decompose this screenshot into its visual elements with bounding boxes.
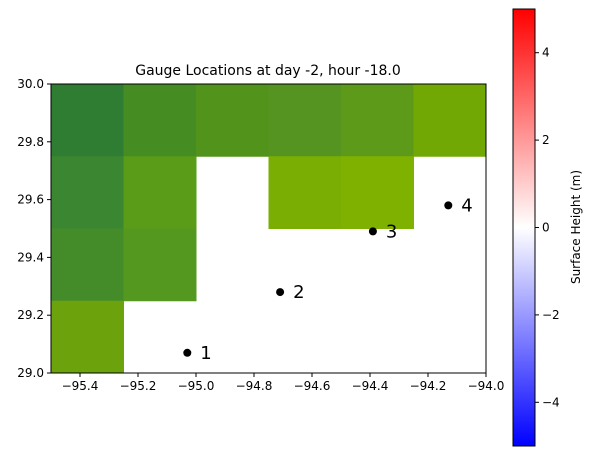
y-tick-label: 29.8	[17, 135, 44, 149]
y-tick-label: 30.0	[17, 77, 44, 91]
heatmap-cell-12	[51, 300, 124, 374]
gauge-label-4: 4	[461, 195, 472, 216]
heatmap-cell-4	[341, 84, 414, 157]
colorbar-label: Surface Height (m)	[569, 170, 583, 284]
gauge-marker-4	[444, 201, 453, 210]
chart-title: Gauge Locations at day -2, hour -18.0	[135, 63, 401, 79]
colorbar-tick-label: −4	[542, 395, 560, 409]
colorbar-tick-label: 2	[542, 133, 550, 147]
colorbar-ticks: 4 2 0 −2 −4	[535, 46, 560, 409]
heatmap-cell-7	[123, 156, 197, 229]
heatmap-cell-1	[123, 84, 197, 157]
heatmap-cell-5	[413, 84, 487, 157]
heatmap-cell-0	[51, 84, 124, 157]
gauge-marker-3	[368, 227, 377, 236]
heatmap-cell-6	[51, 156, 124, 229]
x-tick-label: −95.4	[62, 379, 99, 393]
plot-area: 1 2 3 4	[50, 83, 487, 374]
x-tick-label: −94.4	[352, 379, 389, 393]
x-tick-label: −95.2	[120, 379, 157, 393]
heatmap-cell-8	[268, 156, 342, 229]
heatmap-cell-9	[341, 156, 414, 229]
gauge-label-2: 2	[293, 282, 304, 303]
gauge-label-1: 1	[200, 343, 211, 364]
colorbar-tick-label: −2	[542, 308, 560, 322]
x-tick-label: −94.2	[410, 379, 447, 393]
x-tick-label: −94.0	[468, 379, 505, 393]
heatmap-cell-11	[123, 228, 197, 302]
heatmap-cell-10	[51, 228, 124, 302]
y-tick-label: 29.4	[17, 250, 44, 264]
y-tick-label: 29.0	[17, 366, 44, 380]
heatmap-cell-3	[268, 84, 342, 157]
x-axis: −95.4 −95.2 −95.0 −94.8 −94.6 −94.4 −94.2 −94.0	[62, 373, 505, 393]
gauge-marker-1	[183, 348, 192, 357]
colorbar-tick-label: 0	[542, 221, 550, 235]
colorbar-gradient	[512, 8, 536, 447]
gauge-markers: 1 2 3 4	[183, 195, 473, 364]
x-tick-label: −94.6	[294, 379, 331, 393]
y-tick-label: 29.6	[17, 193, 44, 207]
gauge-label-3: 3	[386, 221, 397, 242]
x-tick-label: −95.0	[178, 379, 215, 393]
x-tick-label: −94.8	[236, 379, 273, 393]
heatmap-cells	[51, 84, 487, 374]
gauge-marker-2	[276, 288, 285, 297]
colorbar: 4 2 0 −2 −4 Surface Height (m)	[512, 8, 583, 447]
colorbar-tick-label: 4	[542, 46, 550, 60]
y-tick-label: 29.2	[17, 308, 44, 322]
heatmap-cell-2	[196, 84, 269, 157]
plot-frame	[50, 83, 487, 374]
y-axis: 29.0 29.2 29.4 29.6 29.8 30.0	[17, 77, 51, 380]
